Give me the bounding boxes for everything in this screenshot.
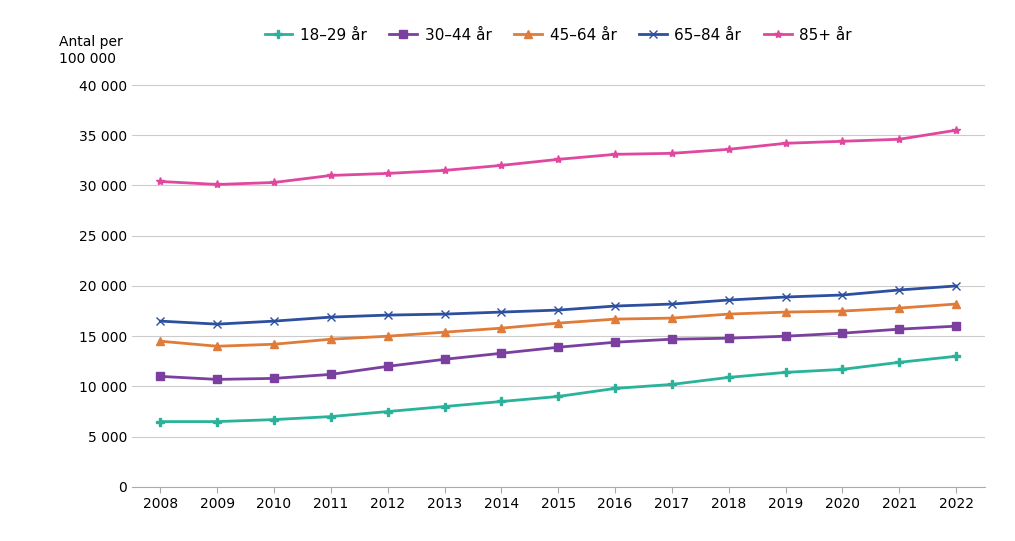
85+ år <box>325 172 337 179</box>
30–44 år <box>836 330 849 337</box>
45–64 år <box>325 336 337 342</box>
18–29 år <box>382 408 394 415</box>
Line: 45–64 år: 45–64 år <box>156 300 960 351</box>
30–44 år <box>268 375 280 381</box>
18–29 år <box>723 374 735 381</box>
18–29 år <box>893 359 905 366</box>
65–84 år <box>836 292 849 298</box>
45–64 år <box>154 338 166 345</box>
Line: 65–84 år: 65–84 år <box>156 282 960 328</box>
45–64 år <box>836 308 849 314</box>
30–44 år <box>382 363 394 370</box>
18–29 år <box>609 385 621 392</box>
65–84 år <box>609 303 621 309</box>
65–84 år <box>325 314 337 320</box>
65–84 år <box>780 294 792 300</box>
85+ år <box>268 179 280 186</box>
85+ år <box>666 150 678 156</box>
85+ år <box>836 138 849 144</box>
85+ år <box>495 162 508 169</box>
85+ år <box>780 140 792 147</box>
30–44 år <box>211 376 223 382</box>
65–84 år <box>211 321 223 327</box>
65–84 år <box>552 307 564 313</box>
65–84 år <box>666 301 678 307</box>
65–84 år <box>438 311 451 318</box>
85+ år <box>950 127 962 134</box>
18–29 år <box>836 366 849 373</box>
45–64 år <box>893 305 905 311</box>
65–84 år <box>495 309 508 315</box>
65–84 år <box>950 283 962 289</box>
18–29 år <box>154 418 166 425</box>
85+ år <box>211 181 223 188</box>
18–29 år <box>211 418 223 425</box>
18–29 år <box>950 353 962 360</box>
85+ år <box>893 136 905 142</box>
45–64 år <box>723 311 735 318</box>
45–64 år <box>552 320 564 326</box>
18–29 år <box>325 413 337 420</box>
Line: 18–29 år: 18–29 år <box>156 352 960 426</box>
85+ år <box>382 170 394 177</box>
Text: Antal per
100 000: Antal per 100 000 <box>60 35 123 65</box>
Legend: 18–29 år, 30–44 år, 45–64 år, 65–84 år, 85+ år: 18–29 år, 30–44 år, 45–64 år, 65–84 år, … <box>259 22 858 49</box>
65–84 år <box>893 287 905 293</box>
45–64 år <box>780 309 792 315</box>
45–64 år <box>438 329 451 335</box>
Line: 85+ år: 85+ år <box>156 126 960 189</box>
Line: 30–44 år: 30–44 år <box>156 322 960 384</box>
30–44 år <box>552 344 564 351</box>
30–44 år <box>780 333 792 339</box>
18–29 år <box>666 381 678 388</box>
85+ år <box>609 151 621 157</box>
45–64 år <box>495 325 508 332</box>
65–84 år <box>154 318 166 325</box>
65–84 år <box>268 318 280 325</box>
45–64 år <box>666 315 678 321</box>
30–44 år <box>325 371 337 378</box>
45–64 år <box>382 333 394 339</box>
30–44 år <box>154 373 166 380</box>
18–29 år <box>780 369 792 375</box>
18–29 år <box>438 403 451 410</box>
18–29 år <box>268 417 280 423</box>
65–84 år <box>723 297 735 304</box>
30–44 år <box>438 356 451 362</box>
85+ år <box>438 167 451 174</box>
45–64 år <box>950 301 962 307</box>
85+ år <box>154 178 166 184</box>
30–44 år <box>723 335 735 341</box>
85+ år <box>723 146 735 153</box>
30–44 år <box>950 323 962 329</box>
18–29 år <box>552 393 564 400</box>
65–84 år <box>382 312 394 318</box>
30–44 år <box>893 326 905 332</box>
85+ år <box>552 156 564 163</box>
45–64 år <box>609 316 621 322</box>
18–29 år <box>495 398 508 405</box>
45–64 år <box>268 341 280 347</box>
30–44 år <box>609 339 621 346</box>
30–44 år <box>666 336 678 342</box>
45–64 år <box>211 343 223 349</box>
30–44 år <box>495 350 508 357</box>
